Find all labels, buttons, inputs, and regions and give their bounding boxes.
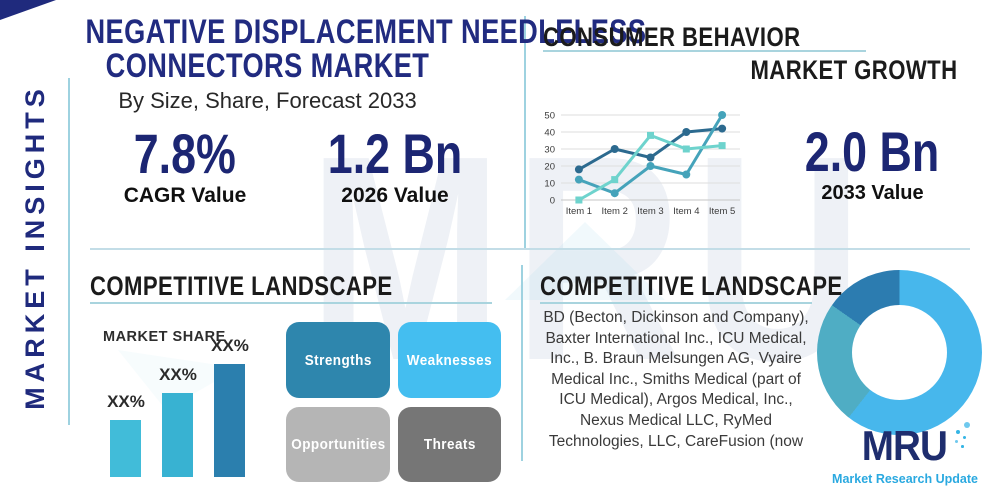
page-title-line2: CONNECTORS MARKET — [105, 47, 430, 85]
competitive-landscape-right-underline — [540, 302, 812, 304]
right-bottom-vertical-divider — [521, 265, 523, 461]
stat-cagr-value: 7.8% — [133, 122, 237, 185]
brand-logo: MRU — [842, 422, 970, 469]
stat-2026: 1.2 Bn 2026 Value — [310, 122, 480, 208]
svg-text:0: 0 — [550, 196, 555, 207]
page-subtitle: By Size, Share, Forecast 2033 — [118, 88, 417, 113]
competitive-landscape-left-underline — [90, 302, 492, 304]
swot-threats-box: Threats — [398, 407, 501, 482]
market-share-bar-label: XX% — [107, 392, 145, 411]
consumer-behavior-line-chart: 0 10 20 30 40 50 Item 1 Item 2 Item 3 Item 4 Item … — [544, 111, 740, 217]
swot-opportunities-box: Opportunities — [286, 407, 390, 482]
stat-2026-value: 1.2 Bn — [327, 122, 463, 185]
page-title-line1: NEGATIVE DISPLACEMENT NEEDLELESS — [85, 13, 647, 51]
stat-cagr: 7.8% CAGR Value — [100, 122, 270, 208]
market-growth-heading: MARKET GROWTH — [749, 55, 957, 85]
svg-text:Item 1: Item 1 — [566, 206, 592, 217]
competitive-landscape-right-heading: COMPETITIVE LANDSCAPE — [540, 271, 843, 301]
svg-text:30: 30 — [544, 145, 555, 156]
svg-text:40: 40 — [544, 128, 555, 139]
swot-threats-label: Threats — [423, 436, 476, 453]
competitive-landscape-left-heading: COMPETITIVE LANDSCAPE — [90, 271, 393, 301]
market-share-chart-title: MARKET SHARE — [103, 329, 226, 345]
consumer-behavior-underline — [543, 50, 866, 52]
stat-2026-label: 2026 Value — [341, 184, 449, 207]
stat-cagr-label: CAGR Value — [123, 184, 247, 207]
market-share-bar-label: XX% — [159, 365, 197, 384]
svg-text:20: 20 — [544, 162, 555, 173]
horizontal-divider — [90, 248, 970, 250]
consumer-behavior-heading: CONSUMER BEHAVIOR — [543, 22, 801, 52]
stat-2033: 2.0 Bn 2033 Value — [785, 120, 960, 205]
swot-strengths-box: Strengths — [286, 322, 390, 398]
side-label-market-insights: MARKET INSIGHTS — [20, 84, 50, 410]
stat-2033-value: 2.0 Bn — [805, 120, 940, 183]
svg-text:10: 10 — [544, 179, 555, 190]
left-vertical-divider — [68, 78, 70, 425]
swot-weaknesses-label: Weaknesses — [406, 351, 493, 369]
svg-text:Item 2: Item 2 — [601, 206, 627, 217]
svg-text:Item 3: Item 3 — [637, 206, 663, 217]
swot-strengths-label: Strengths — [304, 351, 372, 369]
market-share-bar — [214, 364, 245, 477]
right-top-vertical-divider — [524, 16, 526, 248]
stat-2033-label: 2033 Value — [821, 182, 924, 204]
svg-text:Item 5: Item 5 — [709, 206, 735, 217]
brand-logo-text: MRU — [861, 422, 948, 469]
swot-opportunities-label: Opportunities — [290, 436, 386, 453]
svg-text:Item 4: Item 4 — [673, 206, 699, 217]
market-share-bar — [110, 420, 141, 477]
donut-hole — [852, 305, 947, 400]
swot-weaknesses-box: Weaknesses — [398, 322, 501, 398]
market-share-bar — [162, 393, 193, 477]
market-share-bar-chart: XX% XX% XX% — [107, 336, 250, 477]
svg-text:50: 50 — [544, 111, 555, 122]
page-title: NEGATIVE DISPLACEMENT NEEDLELESS CONNECT… — [40, 13, 647, 85]
company-list: BD (Becton, Dickinson and Company), Baxt… — [543, 309, 809, 450]
market-share-bar-label: XX% — [211, 336, 249, 355]
company-share-donut-chart — [817, 270, 982, 435]
brand-tagline: Market Research Update — [832, 472, 978, 486]
